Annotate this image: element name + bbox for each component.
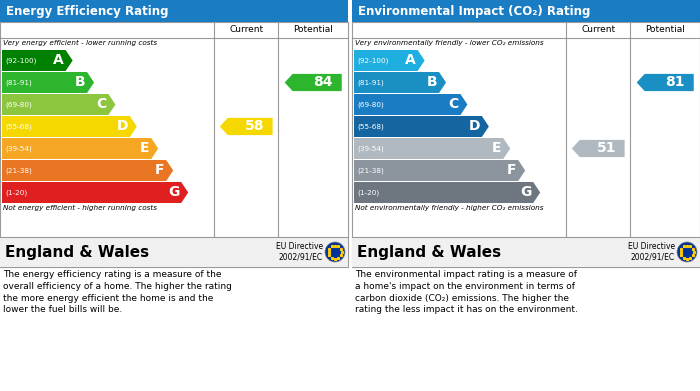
- Text: (1-20): (1-20): [357, 189, 379, 196]
- Text: A: A: [405, 54, 416, 68]
- Polygon shape: [354, 138, 510, 159]
- Text: E: E: [491, 142, 501, 156]
- Text: EU Directive
2002/91/EC: EU Directive 2002/91/EC: [276, 242, 323, 262]
- Text: D: D: [468, 120, 480, 133]
- Bar: [0, 0, 348, 22]
- Polygon shape: [2, 94, 116, 115]
- Text: The environmental impact rating is a measure of
a home's impact on the environme: The environmental impact rating is a mea…: [355, 270, 578, 314]
- Polygon shape: [354, 182, 540, 203]
- Polygon shape: [285, 74, 342, 91]
- Text: (69-80): (69-80): [5, 101, 32, 108]
- Text: (55-68): (55-68): [5, 123, 32, 130]
- Text: 58: 58: [245, 120, 265, 133]
- Text: F: F: [155, 163, 164, 178]
- Polygon shape: [637, 74, 694, 91]
- Text: England & Wales: England & Wales: [357, 244, 501, 260]
- Text: C: C: [96, 97, 106, 111]
- Text: Current: Current: [229, 25, 263, 34]
- Text: (92-100): (92-100): [5, 57, 36, 64]
- Text: The energy efficiency rating is a measure of the
overall efficiency of a home. T: The energy efficiency rating is a measur…: [3, 270, 232, 314]
- Text: (21-38): (21-38): [357, 167, 384, 174]
- Bar: [352, 0, 700, 22]
- Text: C: C: [448, 97, 458, 111]
- Text: B: B: [426, 75, 437, 90]
- Polygon shape: [354, 72, 446, 93]
- Bar: [0, 22, 348, 267]
- Text: (55-68): (55-68): [357, 123, 384, 130]
- Text: Not environmentally friendly - higher CO₂ emissions: Not environmentally friendly - higher CO…: [355, 205, 543, 211]
- Text: (81-91): (81-91): [357, 79, 384, 86]
- Polygon shape: [2, 116, 136, 137]
- Circle shape: [325, 242, 345, 262]
- Text: E: E: [140, 142, 149, 156]
- Text: A: A: [53, 54, 64, 68]
- Polygon shape: [354, 116, 489, 137]
- Text: (81-91): (81-91): [5, 79, 32, 86]
- Circle shape: [677, 242, 697, 262]
- Polygon shape: [572, 140, 624, 157]
- Text: G: G: [520, 185, 531, 199]
- Text: (21-38): (21-38): [5, 167, 32, 174]
- Text: Energy Efficiency Rating: Energy Efficiency Rating: [6, 5, 169, 18]
- Polygon shape: [2, 182, 188, 203]
- Polygon shape: [220, 118, 272, 135]
- Text: England & Wales: England & Wales: [5, 244, 149, 260]
- Text: B: B: [74, 75, 85, 90]
- Text: Potential: Potential: [645, 25, 685, 34]
- Text: (39-54): (39-54): [357, 145, 384, 152]
- Bar: [352, 237, 700, 267]
- Polygon shape: [2, 50, 73, 71]
- Text: Very energy efficient - lower running costs: Very energy efficient - lower running co…: [3, 40, 157, 46]
- Text: D: D: [116, 120, 128, 133]
- Text: EU Directive
2002/91/EC: EU Directive 2002/91/EC: [628, 242, 675, 262]
- Text: Environmental Impact (CO₂) Rating: Environmental Impact (CO₂) Rating: [358, 5, 590, 18]
- Text: (39-54): (39-54): [5, 145, 32, 152]
- Polygon shape: [354, 50, 425, 71]
- Text: 81: 81: [665, 75, 685, 90]
- Polygon shape: [2, 160, 173, 181]
- Polygon shape: [2, 72, 94, 93]
- Text: Very environmentally friendly - lower CO₂ emissions: Very environmentally friendly - lower CO…: [355, 40, 544, 46]
- Text: Not energy efficient - higher running costs: Not energy efficient - higher running co…: [3, 205, 157, 211]
- Text: Potential: Potential: [293, 25, 333, 34]
- Text: G: G: [168, 185, 179, 199]
- Bar: [352, 22, 700, 267]
- Polygon shape: [354, 94, 468, 115]
- Bar: [0, 237, 348, 267]
- Text: (69-80): (69-80): [357, 101, 384, 108]
- Text: F: F: [507, 163, 516, 178]
- Text: 84: 84: [313, 75, 332, 90]
- Text: 51: 51: [597, 142, 617, 156]
- Text: (92-100): (92-100): [357, 57, 388, 64]
- Polygon shape: [2, 138, 158, 159]
- Text: Current: Current: [581, 25, 615, 34]
- Text: (1-20): (1-20): [5, 189, 27, 196]
- Polygon shape: [354, 160, 525, 181]
